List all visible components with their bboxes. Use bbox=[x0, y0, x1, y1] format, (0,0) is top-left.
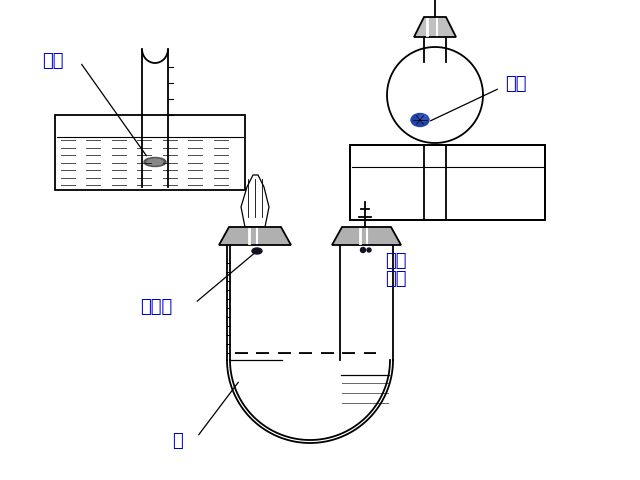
Bar bbox=[350, 145, 545, 220]
Text: 白磷: 白磷 bbox=[42, 52, 63, 70]
Text: 白磷: 白磷 bbox=[505, 75, 527, 93]
Ellipse shape bbox=[419, 115, 427, 121]
Text: 白磷: 白磷 bbox=[385, 270, 406, 288]
Ellipse shape bbox=[411, 113, 429, 127]
Polygon shape bbox=[332, 227, 401, 245]
Polygon shape bbox=[414, 17, 456, 37]
Polygon shape bbox=[241, 175, 269, 227]
Polygon shape bbox=[219, 227, 291, 245]
Bar bbox=[350, 145, 545, 220]
Text: 足量: 足量 bbox=[385, 252, 406, 270]
Ellipse shape bbox=[360, 248, 365, 252]
Ellipse shape bbox=[144, 157, 166, 167]
Text: 水: 水 bbox=[172, 432, 183, 450]
Ellipse shape bbox=[252, 248, 262, 254]
Ellipse shape bbox=[367, 248, 371, 252]
Bar bbox=[351, 146, 544, 219]
Text: 电阻丝: 电阻丝 bbox=[140, 298, 172, 316]
Bar bbox=[55, 115, 245, 190]
Ellipse shape bbox=[147, 159, 163, 165]
